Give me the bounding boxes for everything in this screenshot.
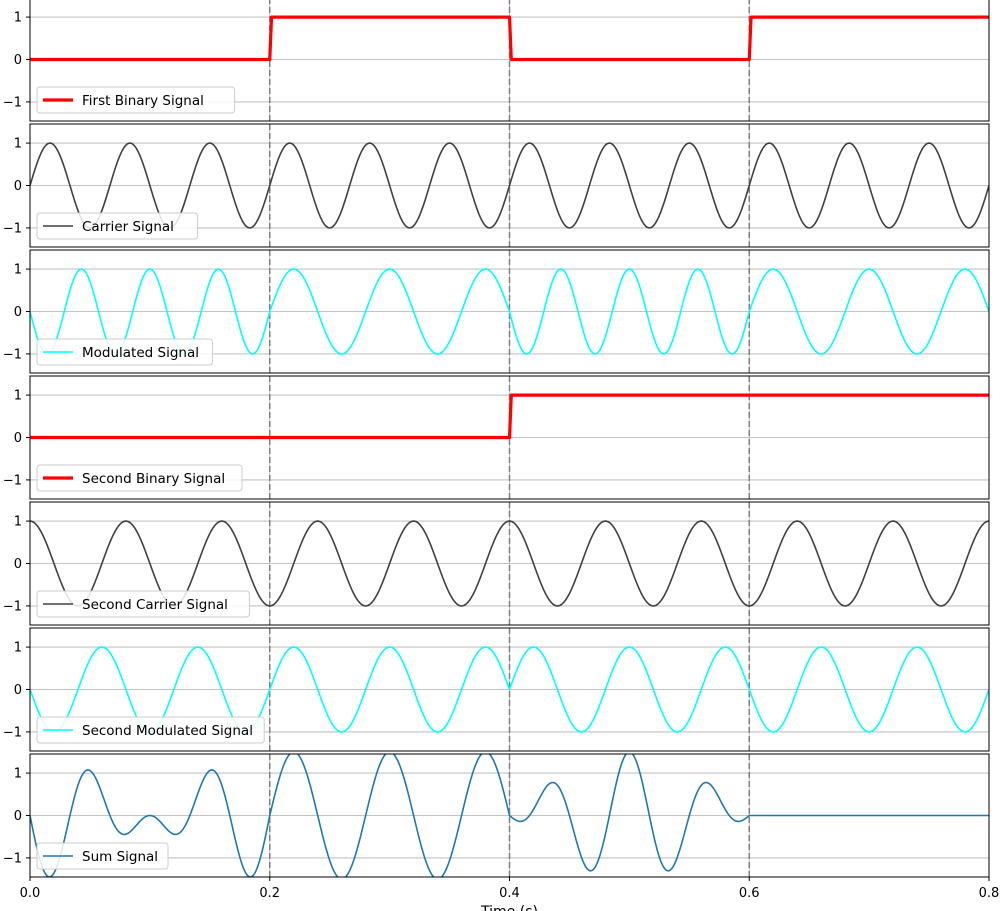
x-tick-label: 0.2 — [259, 886, 280, 901]
y-tick-label: −1 — [3, 95, 22, 110]
legend-box — [36, 212, 199, 240]
panel-5: −1 0 1 Second Carrier Signal — [3, 501, 990, 626]
panel-4: −1 0 1 Second Binary Signal — [3, 375, 990, 500]
panel-6: −1 0 1 Second Modulated Signal — [3, 627, 990, 752]
legend-box — [36, 842, 169, 870]
panel-2: −1 0 1 Carrier Signal — [3, 123, 990, 248]
x-tick-label: 0.0 — [20, 886, 41, 901]
y-tick-label: 1 — [14, 767, 22, 782]
y-tick-label: 0 — [14, 305, 22, 320]
y-tick-label: 1 — [14, 641, 22, 656]
x-axis: 0.0 0.2 0.4 0.6 0.8 Time (s) — [20, 877, 1000, 911]
y-tick-label: 0 — [14, 431, 22, 446]
y-tick-label: 1 — [14, 11, 22, 26]
legend-box — [36, 338, 213, 366]
legend-box — [36, 86, 236, 114]
x-tick-label: 0.6 — [739, 886, 760, 901]
y-tick-label: −1 — [3, 599, 22, 614]
y-tick-label: 1 — [14, 515, 22, 530]
y-tick-label: −1 — [3, 851, 22, 866]
panel-7: −1 0 1 Sum Signal — [3, 753, 990, 878]
series-line — [30, 754, 989, 877]
y-tick-label: 0 — [14, 683, 22, 698]
legend-label: Modulated Signal — [82, 345, 199, 361]
x-tick-label: 0.4 — [499, 886, 520, 901]
legend-box — [36, 464, 243, 492]
x-axis-label: Time (s) — [480, 904, 538, 911]
series-line — [30, 646, 989, 733]
series-line — [30, 15, 989, 62]
legend-label: First Binary Signal — [82, 93, 204, 109]
y-tick-label: 0 — [14, 809, 22, 824]
y-tick-label: 0 — [14, 557, 22, 572]
y-tick-label: −1 — [3, 221, 22, 236]
legend-box — [36, 590, 250, 618]
y-tick-label: 0 — [14, 179, 22, 194]
y-tick-label: 1 — [14, 137, 22, 152]
y-tick-label: 0 — [14, 53, 22, 68]
legend-label: Second Modulated Signal — [82, 723, 253, 739]
legend-label: Second Carrier Signal — [82, 597, 228, 613]
legend-label: Carrier Signal — [82, 219, 174, 235]
y-tick-label: −1 — [3, 725, 22, 740]
series-line — [30, 393, 989, 440]
y-tick-label: 1 — [14, 389, 22, 404]
x-tick-label: 0.8 — [979, 886, 1000, 901]
y-tick-label: −1 — [3, 473, 22, 488]
series-line — [30, 520, 989, 607]
panel-3: −1 0 1 Modulated Signal — [3, 249, 990, 374]
series-line — [30, 142, 989, 229]
y-tick-label: −1 — [3, 347, 22, 362]
legend-label: Second Binary Signal — [82, 471, 225, 487]
panel-1: −1 0 1 First Binary Signal — [3, 0, 990, 122]
y-tick-label: 1 — [14, 263, 22, 278]
legend-label: Sum Signal — [82, 849, 158, 865]
legend-box — [36, 716, 265, 744]
